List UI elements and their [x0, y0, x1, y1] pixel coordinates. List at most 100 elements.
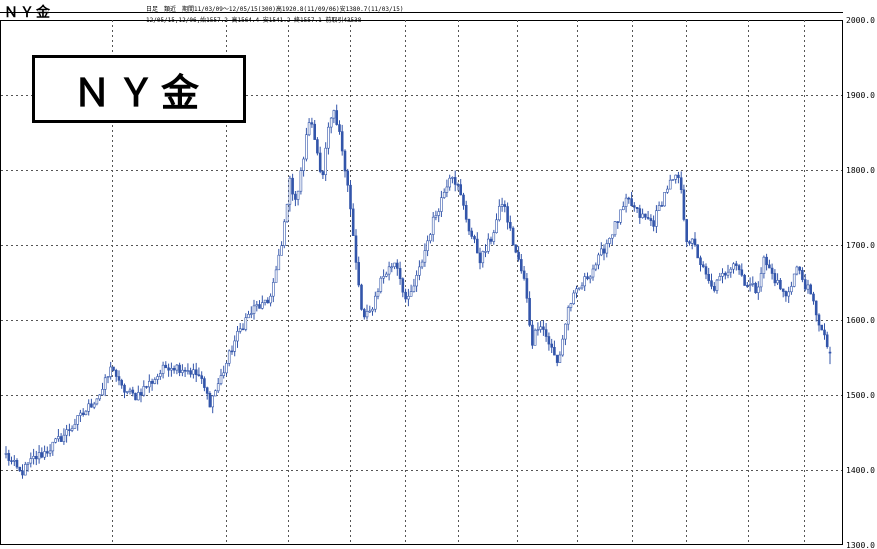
candle-body [591, 268, 595, 278]
candle-body [812, 293, 815, 302]
y-tick-label: 1500.0 [846, 391, 875, 400]
candle-body [445, 186, 449, 193]
candle-body [175, 364, 179, 371]
candle-body [194, 369, 198, 376]
candle-body [558, 354, 562, 363]
candle-body [644, 213, 647, 218]
candle-body [768, 264, 771, 269]
candle-body [688, 241, 691, 244]
header-title: ＮＹ金 [4, 5, 52, 21]
candle-body [186, 370, 190, 372]
candle-body [382, 276, 385, 279]
candle-body [726, 271, 730, 276]
candle-body [76, 415, 79, 425]
candle-body [718, 276, 722, 281]
candle-body [258, 304, 261, 309]
candle-body [459, 184, 463, 196]
candle-body [407, 295, 410, 300]
candle-body [583, 276, 587, 287]
candle-body [227, 350, 231, 364]
candle-body [398, 268, 402, 279]
candle-body [740, 269, 744, 276]
candle-body [148, 380, 151, 388]
candle-body [285, 204, 289, 223]
candle-body [73, 423, 77, 429]
candle-body [282, 221, 286, 247]
candle-body [103, 377, 107, 390]
candle-body [316, 139, 319, 154]
candle-body [409, 291, 413, 297]
candle-body [817, 314, 821, 326]
candle-body [657, 205, 661, 211]
candle-body [495, 219, 498, 234]
candle-body [54, 438, 57, 443]
candle-body [332, 110, 336, 119]
y-tick-label: 1900.0 [846, 91, 875, 100]
candle-body [536, 329, 540, 331]
candle-body [335, 110, 339, 125]
candle-body [641, 213, 644, 218]
candle-body [244, 317, 248, 330]
candle-body [159, 373, 162, 377]
candle-body [255, 304, 259, 307]
candle-body [247, 313, 250, 319]
candle-body [167, 367, 170, 371]
candle-body [172, 367, 176, 371]
candle-body [790, 286, 793, 293]
candle-body [508, 222, 512, 229]
candle-body [415, 274, 418, 287]
candle-body [497, 206, 501, 221]
candle-body [729, 268, 733, 273]
candle-body [801, 269, 804, 280]
candlestick-series [4, 104, 832, 479]
candle-body [756, 286, 760, 293]
candle-body [241, 328, 245, 331]
candle-body [674, 174, 678, 180]
candle-body [365, 310, 369, 318]
candle-body [65, 429, 68, 436]
candle-body [29, 458, 33, 464]
candle-body [379, 277, 383, 292]
candle-body [660, 205, 664, 207]
candle-body [15, 459, 19, 468]
candle-body [324, 147, 328, 175]
candle-body [236, 330, 239, 342]
candle-body [613, 221, 617, 236]
candle-body [580, 285, 584, 289]
candle-body [137, 392, 140, 401]
candle-body [820, 324, 824, 331]
candle-body [263, 299, 267, 303]
candle-body [101, 388, 104, 396]
candle-body [277, 254, 281, 271]
candle-body [743, 274, 746, 286]
candle-body [597, 254, 600, 266]
candle-body [200, 375, 203, 379]
candle-body [92, 403, 96, 408]
candle-body [142, 386, 146, 396]
candle-body [677, 174, 680, 179]
candle-body [806, 284, 810, 290]
candle-body [68, 429, 71, 431]
candle-body [87, 403, 90, 412]
candle-body [630, 198, 633, 207]
y-tick-label: 1300.0 [846, 541, 875, 549]
candle-body [561, 338, 565, 356]
candle-body [608, 238, 611, 244]
candle-body [671, 179, 675, 181]
candle-body [321, 171, 325, 176]
candle-body [252, 305, 256, 314]
y-tick-label: 2000.0 [846, 16, 875, 25]
candle-body [555, 354, 559, 363]
candle-body [462, 194, 465, 206]
candle-body [663, 192, 666, 207]
candle-body [690, 238, 694, 244]
candle-body [779, 279, 782, 290]
candle-body [547, 336, 551, 345]
candle-body [288, 177, 292, 205]
candle-body [307, 122, 311, 136]
candle-body [506, 206, 509, 223]
candle-body [305, 134, 308, 160]
candle-body [153, 379, 157, 384]
candle-body [533, 329, 537, 346]
candle-body [693, 238, 697, 246]
